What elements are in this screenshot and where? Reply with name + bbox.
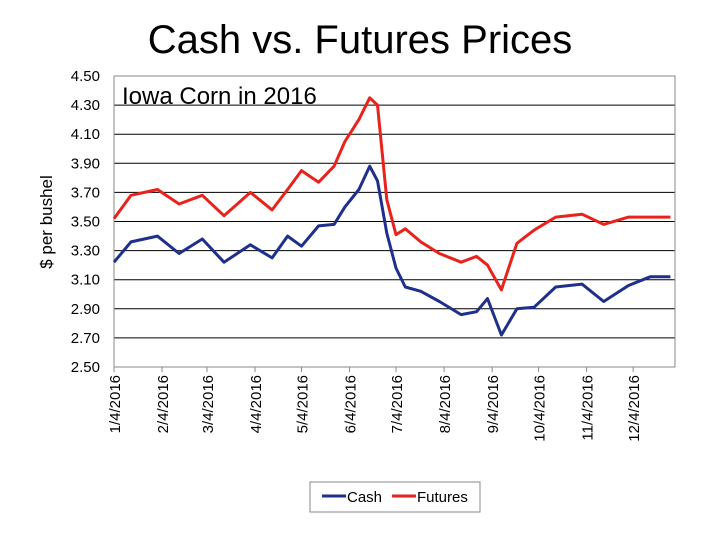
x-tick-label: 3/4/2016 <box>200 375 217 433</box>
y-tick-label: 3.70 <box>71 184 100 201</box>
y-tick-label: 3.90 <box>71 155 100 172</box>
x-tick-label: 1/4/2016 <box>107 375 124 433</box>
x-tick-label: 7/4/2016 <box>389 375 406 433</box>
y-tick-label: 4.30 <box>71 97 100 114</box>
x-tick-label: 8/4/2016 <box>437 375 454 433</box>
series-line-futures <box>112 96 671 292</box>
y-tick-label: 3.10 <box>71 272 100 289</box>
y-axis-label: $ per bushel <box>37 175 56 269</box>
x-tick-label: 12/4/2016 <box>626 375 643 442</box>
series-line-cash <box>112 164 671 337</box>
x-tick-label: 11/4/2016 <box>580 375 597 441</box>
x-tick-label: 4/4/2016 <box>248 375 265 433</box>
x-tick-label: 9/4/2016 <box>485 375 502 433</box>
x-tick-label: 2/4/2016 <box>155 375 172 433</box>
x-tick-labels: 1/4/2016 2/4/2016 3/4/2016 4/4/2016 5/4/2016… <box>107 367 643 442</box>
legend-label-cash: Cash <box>347 489 382 506</box>
y-tick-labels: 4.50 4.30 4.10 3.90 3.70 3.50 3.30 3.10 2.90 2.70… <box>71 68 100 376</box>
y-tick-label: 4.10 <box>71 126 100 143</box>
x-tick-label: 6/4/2016 <box>343 375 360 433</box>
legend: Cash Futures <box>309 481 481 513</box>
y-tick-label: 3.50 <box>71 214 100 231</box>
legend-label-futures: Futures <box>417 489 468 506</box>
y-tick-label: 2.90 <box>71 301 100 318</box>
y-tick-label: 4.50 <box>71 68 100 85</box>
grid-lines <box>114 75 675 368</box>
plot-area <box>113 75 676 368</box>
chart-subtitle: Iowa Corn in 2016 <box>122 83 317 110</box>
y-tick-label: 2.50 <box>71 359 100 376</box>
chart-title: Cash vs. Futures Prices <box>147 18 573 62</box>
x-tick-label: 5/4/2016 <box>295 375 312 433</box>
y-tick-label: 2.70 <box>71 330 100 347</box>
y-tick-label: 3.30 <box>71 243 100 260</box>
x-tick-label: 10/4/2016 <box>532 375 549 442</box>
